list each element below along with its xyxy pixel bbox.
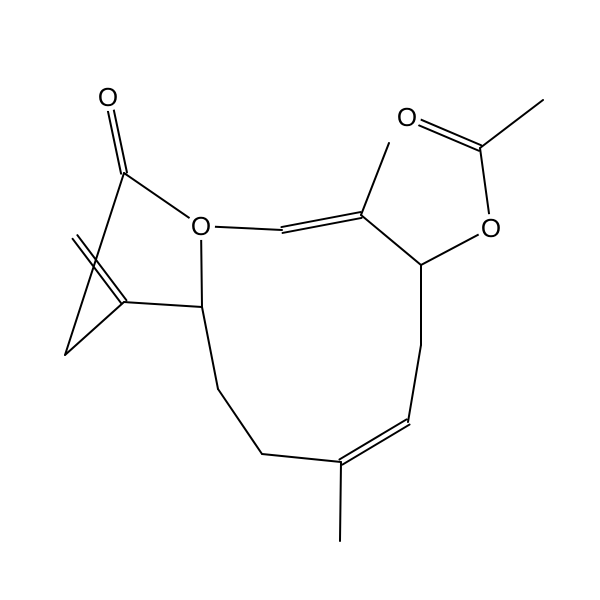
- bond-single: [124, 173, 189, 218]
- bond-double: [419, 125, 479, 151]
- bond-single: [480, 100, 543, 148]
- bond-single: [262, 454, 341, 462]
- bond-single: [480, 148, 489, 214]
- bond-single: [201, 240, 202, 307]
- bond-single: [340, 462, 341, 541]
- bond-single: [361, 143, 389, 215]
- bond-single: [215, 227, 282, 230]
- bond-double: [73, 239, 122, 304]
- bond-single: [408, 345, 421, 422]
- bond-double: [108, 111, 121, 173]
- atom-label: O: [397, 102, 417, 132]
- atom-label: O: [481, 213, 501, 243]
- molecule-diagram: O O O O: [0, 0, 600, 600]
- bond-double: [343, 425, 410, 465]
- atoms-layer: O O O O: [94, 82, 505, 243]
- bond-single: [124, 302, 202, 307]
- atom-label: O: [191, 211, 211, 241]
- bond-double: [114, 110, 127, 172]
- bond-single: [361, 215, 421, 265]
- atom-label: O: [98, 82, 118, 112]
- molecule-svg: O O O O: [0, 0, 600, 600]
- bond-single: [218, 389, 262, 454]
- bond-single: [421, 235, 479, 265]
- bond-single: [202, 307, 218, 389]
- bond-double: [339, 419, 406, 459]
- bonds-layer: [65, 100, 543, 541]
- bond-double: [77, 235, 126, 300]
- bond-double: [421, 120, 481, 146]
